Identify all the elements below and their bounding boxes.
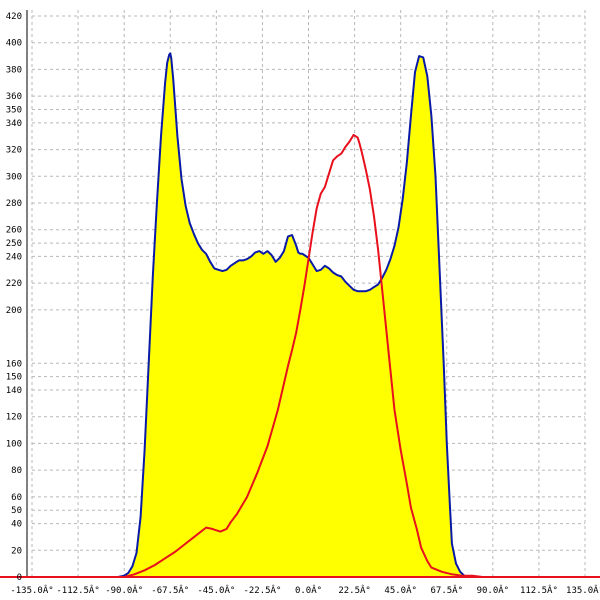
y-tick-label: 160 xyxy=(6,359,22,369)
series-line xyxy=(123,133,493,578)
y-tick-label: 320 xyxy=(6,146,22,156)
area-fill xyxy=(118,53,497,577)
y-tick-label: 360 xyxy=(6,92,22,102)
x-tick-label: -67.5Â° xyxy=(151,584,189,596)
x-tick-label: 90.0Â° xyxy=(477,584,510,596)
x-tick-label: 0.0Â° xyxy=(295,584,322,596)
y-tick-label: 50 xyxy=(11,506,22,516)
y-tick-label: 150 xyxy=(6,373,22,383)
axes xyxy=(0,10,600,578)
y-tick-label: 20 xyxy=(11,546,22,556)
x-tick-label: 22.5Â° xyxy=(338,584,371,596)
y-tick-label: 420 xyxy=(6,12,22,22)
y-tick-label: 60 xyxy=(11,493,22,503)
y-tick-label: 220 xyxy=(6,279,22,289)
x-tick-label: 112.5Â° xyxy=(520,584,558,596)
y-tick-label: 240 xyxy=(6,252,22,262)
x-tick-label: 67.5Â° xyxy=(430,584,463,596)
y-tick-label: 280 xyxy=(6,199,22,209)
x-tick-label: -112.5Â° xyxy=(56,584,99,596)
area-outline xyxy=(117,52,497,578)
y-tick-label: 380 xyxy=(6,65,22,75)
y-tick-label: 200 xyxy=(6,306,22,316)
filled-area-series xyxy=(117,52,497,578)
y-tick-label: 300 xyxy=(6,172,22,182)
y-tick-label: 340 xyxy=(6,119,22,129)
y-tick-label: 250 xyxy=(6,239,22,249)
y-tick-label: 260 xyxy=(6,226,22,236)
x-tick-label: -45.0Â° xyxy=(197,584,235,596)
y-tick-label: 80 xyxy=(11,466,22,476)
x-tick-label: -22.5Â° xyxy=(243,584,281,596)
y-tick-label: 140 xyxy=(6,386,22,396)
y-tick-label: 0 xyxy=(17,573,22,583)
y-tick-label: 120 xyxy=(6,413,22,423)
y-tick-label: 40 xyxy=(11,520,22,530)
x-tick-label: -90.0Â° xyxy=(105,584,143,596)
line-series xyxy=(123,133,493,578)
x-tick-label: 45.0Â° xyxy=(384,584,417,596)
x-tick-label: 135.0Â° xyxy=(566,584,600,596)
tick-labels: 20 40 50 60 80 100 120 140 150 160 200 220 240 250 260… xyxy=(6,12,600,596)
y-tick-label: 350 xyxy=(6,106,22,116)
y-tick-label: 400 xyxy=(6,39,22,49)
x-tick-label: -135.0Â° xyxy=(10,584,53,596)
y-tick-label: 100 xyxy=(6,439,22,449)
